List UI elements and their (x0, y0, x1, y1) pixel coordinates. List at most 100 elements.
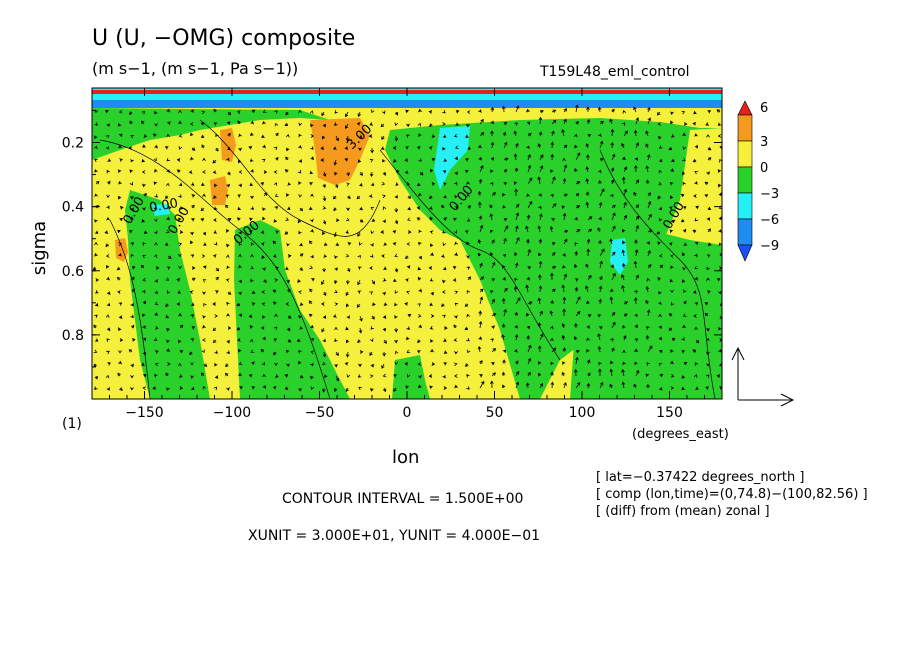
vector-arrow (503, 287, 508, 293)
vector-arrow (681, 386, 685, 391)
vector-arrow (248, 146, 253, 150)
vector-arrow (213, 218, 217, 222)
vector-arrow (251, 361, 255, 365)
vector-arrow (453, 362, 458, 367)
contour-interval-text: CONTOUR INTERVAL = 1.500E+00 (282, 491, 523, 507)
vector-arrow (466, 181, 470, 185)
vector-arrow (213, 386, 218, 391)
vector-arrow (466, 218, 471, 222)
vector-arrow (346, 339, 350, 344)
vector-arrow (575, 349, 580, 354)
vector-arrow (357, 266, 362, 270)
vector-arrow (598, 169, 602, 174)
vector-arrow (526, 145, 530, 150)
vector-arrow (527, 164, 532, 173)
vector-arrow (716, 374, 721, 378)
vector-arrow (177, 290, 182, 294)
vector-arrow (634, 348, 638, 353)
vector-arrow (610, 264, 614, 269)
contour-fill-region (570, 230, 722, 399)
vector-arrow (670, 219, 675, 224)
vector-arrow (574, 322, 578, 329)
vector-arrow (142, 254, 147, 259)
vector-arrow (298, 350, 302, 354)
vector-arrow (706, 327, 710, 332)
vector-arrow (707, 157, 712, 161)
vector-arrow (203, 242, 207, 246)
vector-arrow (587, 216, 593, 221)
vector-arrow (406, 134, 410, 138)
vector-arrow (587, 314, 592, 318)
vector-arrow (431, 134, 436, 138)
vector-arrow (645, 143, 649, 149)
vector-arrow (392, 278, 397, 282)
vector-arrow (94, 338, 99, 342)
vector-arrow (681, 252, 686, 257)
vector-arrow (203, 265, 207, 269)
vector-arrow (370, 243, 374, 247)
vector-arrow (503, 182, 508, 186)
vector-arrow (669, 278, 674, 283)
vector-arrow (130, 386, 134, 391)
vector-arrow (622, 324, 626, 329)
vector-arrow (94, 252, 98, 257)
vector-arrow (561, 334, 566, 341)
vector-arrow (538, 116, 543, 125)
vector-arrow (418, 158, 422, 162)
vector-arrow (429, 385, 433, 389)
vector-arrow (287, 182, 291, 186)
vector-arrow (201, 144, 205, 149)
vector-arrow (621, 228, 626, 233)
vector-arrow (178, 182, 183, 187)
vector-arrow (693, 374, 698, 378)
vector-arrow (454, 374, 458, 378)
vector-arrow (310, 386, 315, 390)
vector-arrow (562, 361, 566, 365)
vector-arrow (93, 324, 97, 329)
vector-arrow (418, 133, 422, 137)
x-tick-label: −50 (305, 405, 335, 421)
vector-arrow (214, 375, 219, 379)
vector-arrow (563, 164, 568, 173)
vector-arrow (189, 240, 194, 245)
vector-arrow (214, 362, 218, 367)
y-axis-label: sigma (29, 221, 50, 275)
vector-arrow (550, 299, 554, 305)
vector-arrow (681, 337, 685, 341)
vector-arrow (550, 325, 554, 330)
vector-arrow (131, 288, 136, 293)
vector-arrow (130, 242, 135, 246)
vector-arrow (166, 327, 170, 332)
vector-arrow (586, 248, 591, 257)
vector-arrow (322, 195, 327, 202)
vector-arrow (309, 265, 314, 270)
vector-arrow (105, 374, 110, 379)
vector-arrow (527, 266, 532, 270)
vector-arrow (392, 146, 397, 150)
vector-arrow (393, 374, 397, 378)
vector-arrow (250, 242, 255, 247)
vector-arrow (249, 324, 254, 329)
vector-arrow (610, 288, 614, 293)
vector-arrow (502, 205, 506, 209)
vector-arrow (502, 253, 507, 258)
vector-arrow (225, 363, 229, 368)
vector-arrow (118, 360, 122, 365)
x-tick-label: 50 (486, 405, 504, 421)
vector-arrow (598, 216, 602, 221)
vector-arrow (237, 194, 242, 198)
vector-arrow (478, 310, 483, 317)
vector-arrow (202, 385, 207, 390)
plot-area (92, 88, 722, 399)
vector-arrow (479, 165, 484, 173)
vector-arrow (143, 230, 148, 234)
vector-arrow (525, 284, 530, 293)
vector-arrow (130, 374, 134, 379)
vector-arrow (538, 205, 542, 210)
vector-arrow (262, 109, 267, 113)
vector-arrow (118, 253, 122, 257)
vector-arrow (320, 146, 325, 150)
vector-arrow (212, 159, 217, 164)
vector-arrow (287, 339, 292, 343)
vector-arrow (345, 217, 350, 222)
